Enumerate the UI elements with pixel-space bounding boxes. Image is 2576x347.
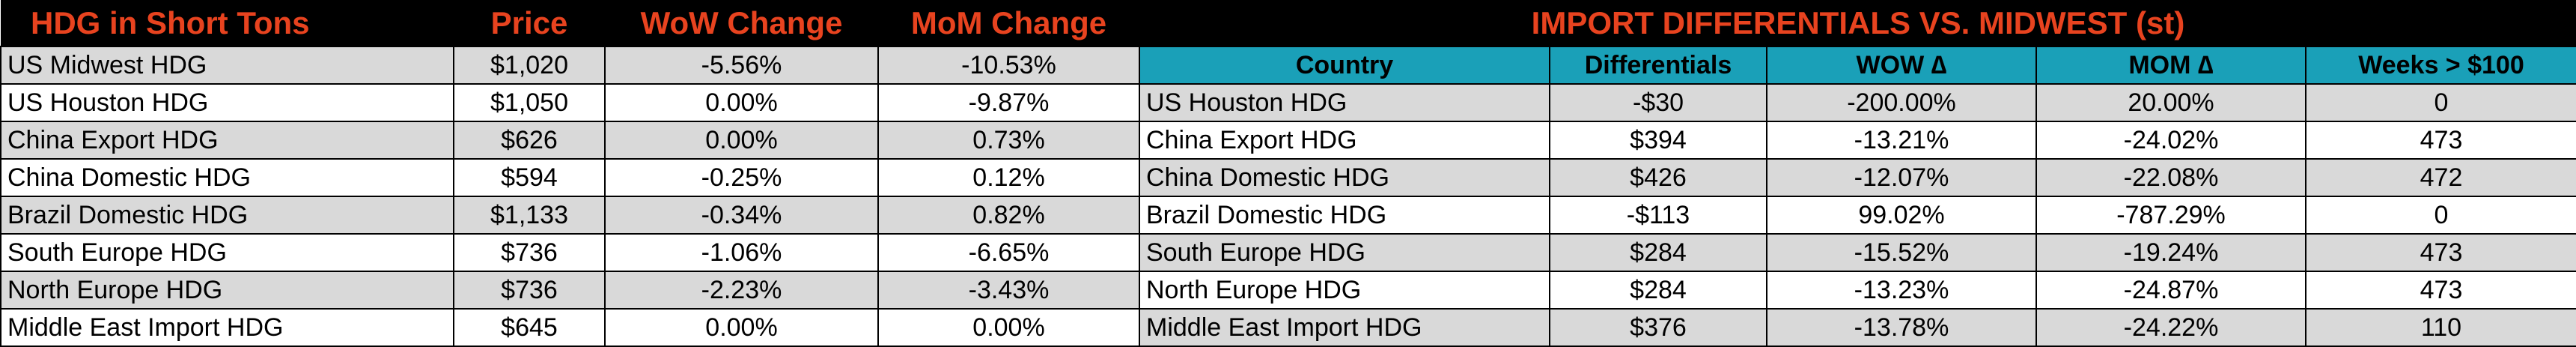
product-name-cell[interactable]: North Europe HDG: [0, 271, 454, 310]
table-row: China Export HDG $394 -13.21% -24.02% 47…: [1139, 121, 2576, 160]
wow-change-cell[interactable]: -2.23%: [604, 271, 879, 310]
country-cell[interactable]: China Domestic HDG: [1139, 158, 1550, 197]
weeks-over-100-cell[interactable]: 473: [2305, 271, 2576, 310]
wow-change-cell[interactable]: 0.00%: [604, 83, 879, 122]
mom-delta-cell[interactable]: -787.29%: [2035, 196, 2306, 235]
differentials-header: Differentials: [1549, 46, 1767, 85]
weeks-over-100-cell[interactable]: 473: [2305, 121, 2576, 160]
wow-delta-cell[interactable]: -200.00%: [1766, 83, 2037, 122]
price-cell[interactable]: $736: [453, 233, 606, 272]
country-header: Country: [1139, 46, 1550, 85]
table-row: China Domestic HDG $426 -12.07% -22.08% …: [1139, 158, 2576, 197]
country-cell[interactable]: South Europe HDG: [1139, 233, 1550, 272]
table-row: South Europe HDG $284 -15.52% -19.24% 47…: [1139, 233, 2576, 272]
price-cell[interactable]: $645: [453, 308, 606, 347]
differential-cell[interactable]: -$30: [1549, 83, 1767, 122]
wow-delta-cell[interactable]: -13.21%: [1766, 121, 2037, 160]
table-row: Brazil Domestic HDG -$113 99.02% -787.29…: [1139, 196, 2576, 235]
country-cell[interactable]: US Houston HDG: [1139, 83, 1550, 122]
differential-cell[interactable]: $394: [1549, 121, 1767, 160]
wow-delta-cell[interactable]: -13.23%: [1766, 271, 2037, 310]
price-cell[interactable]: $1,050: [453, 83, 606, 122]
import-differentials-header-row: Country Differentials WOW ∆ MOM ∆ Weeks …: [1139, 46, 2576, 85]
price-cell[interactable]: $594: [453, 158, 606, 197]
table-row: China Export HDG $626 0.00% 0.73%: [0, 121, 1140, 160]
hdg-price-header-row: HDG in Short Tons Price WoW Change MoM C…: [1, 0, 1139, 46]
table-row: China Domestic HDG $594 -0.25% 0.12%: [0, 158, 1140, 197]
country-cell[interactable]: Brazil Domestic HDG: [1139, 196, 1550, 235]
wow-change-header: WoW Change: [605, 0, 878, 46]
product-name-cell[interactable]: China Domestic HDG: [0, 158, 454, 197]
mom-change-header: MoM Change: [878, 0, 1139, 46]
weeks-over-100-cell[interactable]: 472: [2305, 158, 2576, 197]
mom-delta-cell[interactable]: -24.02%: [2035, 121, 2306, 160]
differential-cell[interactable]: -$113: [1549, 196, 1767, 235]
wow-delta-cell[interactable]: -12.07%: [1766, 158, 2037, 197]
mom-delta-cell[interactable]: -24.22%: [2035, 308, 2306, 347]
product-name-cell[interactable]: China Export HDG: [0, 121, 454, 160]
mom-delta-cell[interactable]: -19.24%: [2035, 233, 2306, 272]
country-cell[interactable]: North Europe HDG: [1139, 271, 1550, 310]
product-name-cell[interactable]: US Midwest HDG: [0, 46, 454, 85]
mom-change-cell[interactable]: 0.73%: [877, 121, 1140, 160]
weeks-over-100-header: Weeks > $100: [2305, 46, 2576, 85]
weeks-over-100-cell[interactable]: 0: [2305, 83, 2576, 122]
price-cell[interactable]: $1,020: [453, 46, 606, 85]
country-cell[interactable]: China Export HDG: [1139, 121, 1550, 160]
wow-delta-cell[interactable]: -13.78%: [1766, 308, 2037, 347]
mom-change-cell[interactable]: -10.53%: [877, 46, 1140, 85]
table-row: Brazil Domestic HDG $1,133 -0.34% 0.82%: [0, 196, 1140, 235]
mom-change-cell[interactable]: -3.43%: [877, 271, 1140, 310]
price-cell[interactable]: $736: [453, 271, 606, 310]
mom-delta-cell[interactable]: -22.08%: [2035, 158, 2306, 197]
table-row: North Europe HDG $284 -13.23% -24.87% 47…: [1139, 271, 2576, 310]
product-name-cell[interactable]: Middle East Import HDG: [0, 308, 454, 347]
differential-cell[interactable]: $376: [1549, 308, 1767, 347]
differential-cell[interactable]: $284: [1549, 271, 1767, 310]
differential-cell[interactable]: $426: [1549, 158, 1767, 197]
mom-delta-header: MOM ∆: [2035, 46, 2306, 85]
wow-delta-header: WOW ∆: [1766, 46, 2037, 85]
hdg-short-tons-header: HDG in Short Tons: [1, 0, 454, 46]
price-cell[interactable]: $1,133: [453, 196, 606, 235]
hdg-price-table: HDG in Short Tons Price WoW Change MoM C…: [0, 0, 1140, 347]
weeks-over-100-cell[interactable]: 473: [2305, 233, 2576, 272]
price-cell[interactable]: $626: [453, 121, 606, 160]
product-name-cell[interactable]: South Europe HDG: [0, 233, 454, 272]
wow-delta-cell[interactable]: 99.02%: [1766, 196, 2037, 235]
mom-change-cell[interactable]: 0.82%: [877, 196, 1140, 235]
product-name-cell[interactable]: Brazil Domestic HDG: [0, 196, 454, 235]
mom-delta-cell[interactable]: -24.87%: [2035, 271, 2306, 310]
wow-change-cell[interactable]: 0.00%: [604, 121, 879, 160]
import-differentials-table: IMPORT DIFFERENTIALS VS. MIDWEST (st) Co…: [1139, 0, 2576, 347]
wow-delta-cell[interactable]: -15.52%: [1766, 233, 2037, 272]
table-row: Middle East Import HDG $645 0.00% 0.00%: [0, 308, 1140, 347]
mom-change-cell[interactable]: -9.87%: [877, 83, 1140, 122]
wow-change-cell[interactable]: -1.06%: [604, 233, 879, 272]
wow-change-cell[interactable]: -0.34%: [604, 196, 879, 235]
weeks-over-100-cell[interactable]: 0: [2305, 196, 2576, 235]
mom-change-cell[interactable]: 0.12%: [877, 158, 1140, 197]
import-differentials-title-row: IMPORT DIFFERENTIALS VS. MIDWEST (st): [1139, 0, 2576, 46]
product-name-cell[interactable]: US Houston HDG: [0, 83, 454, 122]
wow-change-cell[interactable]: -0.25%: [604, 158, 879, 197]
table-row: US Midwest HDG $1,020 -5.56% -10.53%: [0, 46, 1140, 85]
country-cell[interactable]: Middle East Import HDG: [1139, 308, 1550, 347]
import-differentials-title: IMPORT DIFFERENTIALS VS. MIDWEST (st): [1139, 0, 2576, 46]
table-row: US Houston HDG -$30 -200.00% 20.00% 0: [1139, 83, 2576, 122]
table-row: North Europe HDG $736 -2.23% -3.43%: [0, 271, 1140, 310]
wow-change-cell[interactable]: 0.00%: [604, 308, 879, 347]
mom-change-cell[interactable]: -6.65%: [877, 233, 1140, 272]
wow-change-cell[interactable]: -5.56%: [604, 46, 879, 85]
price-header: Price: [454, 0, 605, 46]
weeks-over-100-cell[interactable]: 110: [2305, 308, 2576, 347]
mom-delta-cell[interactable]: 20.00%: [2035, 83, 2306, 122]
differential-cell[interactable]: $284: [1549, 233, 1767, 272]
table-row: US Houston HDG $1,050 0.00% -9.87%: [0, 83, 1140, 122]
table-row: South Europe HDG $736 -1.06% -6.65%: [0, 233, 1140, 272]
table-row: Middle East Import HDG $376 -13.78% -24.…: [1139, 308, 2576, 347]
mom-change-cell[interactable]: 0.00%: [877, 308, 1140, 347]
